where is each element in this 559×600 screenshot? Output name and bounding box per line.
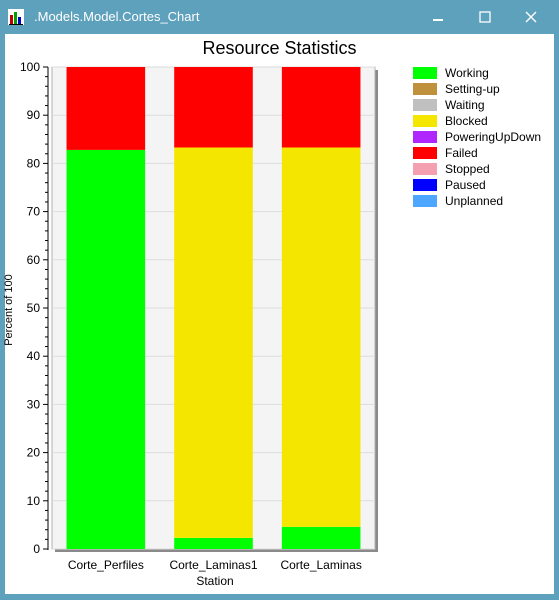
y-tick-label: 80 bbox=[27, 156, 41, 170]
legend-label: PoweringUpDown bbox=[445, 130, 542, 144]
bar-segment bbox=[66, 67, 146, 150]
y-tick-label: 40 bbox=[27, 349, 41, 363]
maximize-icon bbox=[479, 11, 491, 23]
close-icon bbox=[525, 11, 537, 23]
y-tick-label: 50 bbox=[27, 301, 41, 315]
y-tick-label: 90 bbox=[27, 108, 41, 122]
x-axis-label: Station bbox=[196, 574, 234, 588]
legend-label: Blocked bbox=[445, 114, 488, 128]
minimize-button[interactable] bbox=[415, 0, 461, 34]
legend-swatch bbox=[413, 195, 437, 207]
legend-swatch bbox=[413, 115, 437, 127]
legend-swatch bbox=[413, 99, 437, 111]
legend-swatch bbox=[413, 163, 437, 175]
legend-label: Paused bbox=[445, 178, 486, 192]
y-axis-label: Percent of 100 bbox=[3, 274, 15, 346]
bar-segment bbox=[281, 526, 361, 549]
close-button[interactable] bbox=[508, 0, 554, 34]
legend-swatch bbox=[413, 131, 437, 143]
y-tick-label: 10 bbox=[27, 494, 41, 508]
chart-title: Resource Statistics bbox=[202, 38, 357, 58]
y-tick-label: 100 bbox=[20, 60, 40, 74]
bar-chart-icon bbox=[8, 9, 24, 25]
bar-segment bbox=[174, 147, 253, 538]
legend-label: Failed bbox=[445, 146, 478, 160]
x-tick-label: Corte_Laminas1 bbox=[169, 558, 257, 572]
x-tick-label: Corte_Laminas bbox=[280, 558, 361, 572]
y-tick-label: 0 bbox=[33, 542, 40, 556]
bar-segment bbox=[281, 67, 361, 148]
bar-segment bbox=[281, 147, 361, 527]
legend-label: Stopped bbox=[445, 162, 490, 176]
y-tick-label: 20 bbox=[27, 446, 41, 460]
legend-label: Waiting bbox=[445, 98, 485, 112]
bar-segment bbox=[174, 537, 253, 549]
window-title: .Models.Model.Cortes_Chart bbox=[34, 9, 200, 24]
x-tick-label: Corte_Perfiles bbox=[68, 558, 144, 572]
title-bar[interactable]: .Models.Model.Cortes_Chart bbox=[0, 0, 559, 34]
legend-label: Unplanned bbox=[445, 194, 504, 208]
y-tick-label: 60 bbox=[27, 253, 41, 267]
minimize-icon bbox=[433, 19, 443, 21]
y-tick-label: 30 bbox=[27, 397, 41, 411]
legend-swatch bbox=[413, 147, 437, 159]
legend-swatch bbox=[413, 67, 437, 79]
bar-segment bbox=[174, 67, 253, 148]
maximize-button[interactable] bbox=[462, 0, 508, 34]
legend-swatch bbox=[413, 179, 437, 191]
legend-label: Working bbox=[445, 66, 489, 80]
legend-swatch bbox=[413, 83, 437, 95]
y-tick-label: 70 bbox=[27, 205, 41, 219]
legend-label: Setting-up bbox=[445, 82, 500, 96]
bar-segment bbox=[66, 149, 146, 550]
